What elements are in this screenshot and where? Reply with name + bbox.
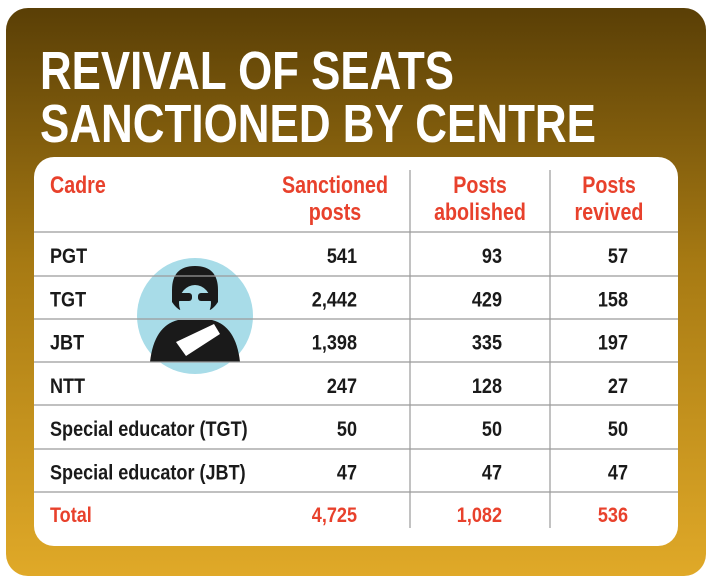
column-header: Cadre [50,171,106,198]
column-header: posts [309,198,361,225]
title: SANCTIONED BY CENTRE [40,94,596,154]
table-cell: 128 [472,375,502,399]
table-cell: 47 [337,461,357,485]
title: REVIVAL OF SEATS [40,41,454,101]
table-cell: 541 [327,245,357,269]
total-cell: 4,725 [312,504,357,528]
table-cell: JBT [50,331,84,355]
table-cell: 50 [337,418,357,442]
table-cell: 2,442 [312,288,357,312]
table-cell: 429 [472,288,502,312]
illustration [137,258,253,374]
table-cell: 50 [482,418,502,442]
total-cell: 536 [598,504,628,528]
column-header: abolished [434,198,526,225]
column-header: Sanctioned [282,171,388,198]
table-cell: 335 [472,331,502,355]
table-cell: 93 [482,245,502,269]
table-cell: 47 [482,461,502,485]
table-cell: 50 [608,418,628,442]
table-cell: TGT [50,288,86,312]
table-cell: 247 [327,375,357,399]
column-header: Posts [453,171,507,198]
table-cell: NTT [50,375,85,399]
table-cell: 27 [608,375,628,399]
total-cell: Total [50,504,92,528]
table-cell: Special educator (TGT) [50,418,248,442]
table-cell: 1,398 [312,331,357,355]
table-cell: PGT [50,245,87,269]
column-header: Posts [582,171,636,198]
table-cell: 47 [608,461,628,485]
total-cell: 1,082 [457,504,502,528]
table-cell: 57 [608,245,628,269]
table-cell: 158 [598,288,628,312]
table-cell: 197 [598,331,628,355]
column-header: revived [575,198,644,225]
table-cell: Special educator (JBT) [50,461,246,485]
